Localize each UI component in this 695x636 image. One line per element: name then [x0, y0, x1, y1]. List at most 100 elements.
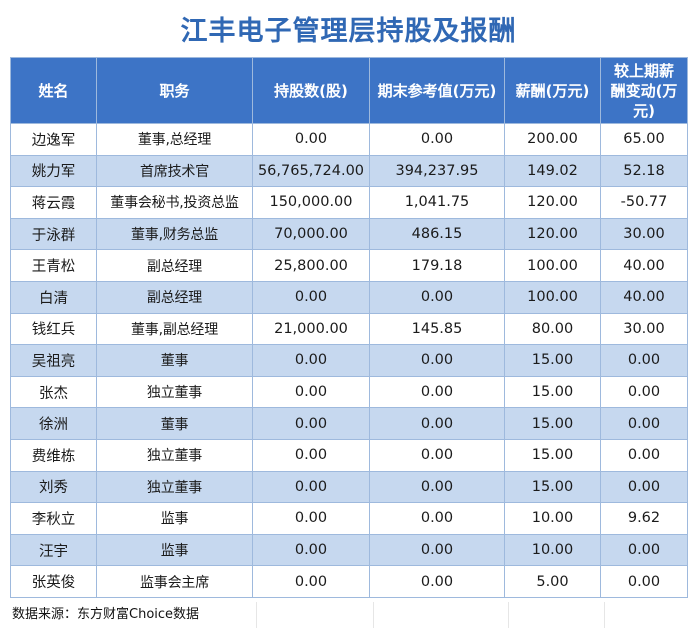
table-row: 于泳群 董事,财务总监 70,000.00 486.15 120.00 30.00 [10, 217, 688, 251]
cell-position: 独立董事 [96, 438, 253, 472]
column-header-position: 职务 [96, 57, 253, 124]
cell-salary-change: 0.00 [600, 438, 688, 472]
cell-position: 监事会主席 [96, 565, 253, 598]
table-row: 钱红兵 董事,副总经理 21,000.00 145.85 80.00 30.00 [10, 312, 688, 346]
footer-row: 数据来源：东方财富Choice数据 [10, 602, 687, 628]
cell-name: 蒋云霞 [10, 186, 97, 219]
table-title: 江丰电子管理层持股及报酬 [180, 16, 517, 47]
cell-salary: 15.00 [504, 344, 601, 377]
cell-end-value: 0.00 [369, 438, 505, 472]
cell-salary-change: 30.00 [600, 217, 688, 251]
cell-position: 董事,财务总监 [96, 217, 253, 251]
table-row: 姚力军 首席技术官 56,765,724.00 394,237.95 149.02 52.… [10, 154, 688, 188]
cell-salary: 15.00 [504, 407, 601, 440]
cell-shares: 0.00 [252, 565, 370, 598]
cell-name: 白清 [10, 280, 97, 314]
table-body: 边逸军 董事,总经理 0.00 0.00 200.00 65.00 姚力军 首席技术官 56,7… [10, 123, 688, 598]
cell-salary: 5.00 [504, 565, 601, 598]
cell-end-value: 0.00 [369, 565, 505, 598]
table-row: 张杰 独立董事 0.00 0.00 15.00 0.00 [10, 375, 688, 409]
cell-salary: 80.00 [504, 312, 601, 346]
cell-end-value: 0.00 [369, 344, 505, 377]
cell-salary: 120.00 [504, 217, 601, 251]
table-row: 汪宇 监事 0.00 0.00 10.00 0.00 [10, 533, 688, 567]
data-source-note: 数据来源：东方财富Choice数据 [12, 607, 200, 622]
cell-shares: 0.00 [252, 344, 370, 377]
cell-shares: 0.00 [252, 280, 370, 314]
cell-salary: 15.00 [504, 438, 601, 472]
cell-salary: 10.00 [504, 533, 601, 567]
cell-name: 张英俊 [10, 565, 97, 598]
cell-end-value: 0.00 [369, 123, 505, 156]
cell-end-value: 0.00 [369, 375, 505, 409]
cell-position: 董事,副总经理 [96, 312, 253, 346]
cell-name: 王青松 [10, 249, 97, 282]
cell-salary-change: 0.00 [600, 470, 688, 504]
table-row: 李秋立 监事 0.00 0.00 10.00 9.62 [10, 502, 688, 535]
cell-salary-change: 0.00 [600, 533, 688, 567]
cell-end-value: 0.00 [369, 502, 505, 535]
cell-salary-change: 9.62 [600, 502, 688, 535]
cell-salary: 10.00 [504, 502, 601, 535]
cell-name: 刘秀 [10, 470, 97, 504]
cell-salary: 100.00 [504, 249, 601, 282]
cell-end-value: 486.15 [369, 217, 505, 251]
cell-shares: 0.00 [252, 123, 370, 156]
cell-salary-change: 0.00 [600, 344, 688, 377]
cell-end-value: 394,237.95 [369, 154, 505, 188]
cell-shares: 0.00 [252, 375, 370, 409]
cell-shares: 70,000.00 [252, 217, 370, 251]
cell-shares: 0.00 [252, 407, 370, 440]
cell-end-value: 0.00 [369, 407, 505, 440]
management-compensation-table: 姓名 职务 持股数(股) 期末参考值(万元) 薪酬(万元) 较上期薪酬变动(万元… [10, 57, 688, 598]
cell-shares: 0.00 [252, 502, 370, 535]
cell-end-value: 1,041.75 [369, 186, 505, 219]
table-row: 刘秀 独立董事 0.00 0.00 15.00 0.00 [10, 470, 688, 504]
cell-shares: 25,800.00 [252, 249, 370, 282]
cell-salary: 120.00 [504, 186, 601, 219]
cell-name: 徐洲 [10, 407, 97, 440]
header-row: 姓名 职务 持股数(股) 期末参考值(万元) 薪酬(万元) 较上期薪酬变动(万元… [10, 57, 688, 124]
cell-salary: 100.00 [504, 280, 601, 314]
cell-name: 李秋立 [10, 502, 97, 535]
cell-salary-change: -50.77 [600, 186, 688, 219]
cell-position: 董事会秘书,投资总监 [96, 186, 253, 219]
cell-salary-change: 30.00 [600, 312, 688, 346]
cell-position: 监事 [96, 533, 253, 567]
cell-salary-change: 52.18 [600, 154, 688, 188]
table-row: 王青松 副总经理 25,800.00 179.18 100.00 40.00 [10, 249, 688, 282]
cell-shares: 21,000.00 [252, 312, 370, 346]
cell-salary: 15.00 [504, 375, 601, 409]
column-header-salary-change: 较上期薪酬变动(万元) [600, 57, 688, 124]
cell-salary-change: 40.00 [600, 280, 688, 314]
table-row: 徐洲 董事 0.00 0.00 15.00 0.00 [10, 407, 688, 440]
cell-name: 汪宇 [10, 533, 97, 567]
table-row: 费维栋 独立董事 0.00 0.00 15.00 0.00 [10, 438, 688, 472]
cell-name: 钱红兵 [10, 312, 97, 346]
cell-name: 张杰 [10, 375, 97, 409]
column-header-name: 姓名 [10, 57, 97, 124]
cell-shares: 0.00 [252, 438, 370, 472]
cell-position: 副总经理 [96, 249, 253, 282]
cell-position: 独立董事 [96, 470, 253, 504]
cell-position: 副总经理 [96, 280, 253, 314]
cell-name: 边逸军 [10, 123, 97, 156]
empty-cell [372, 602, 508, 628]
cell-end-value: 0.00 [369, 533, 505, 567]
cell-salary: 200.00 [504, 123, 601, 156]
cell-salary-change: 65.00 [600, 123, 688, 156]
cell-salary-change: 0.00 [600, 407, 688, 440]
cell-salary-change: 0.00 [600, 375, 688, 409]
cell-position: 监事 [96, 502, 253, 535]
cell-shares: 56,765,724.00 [252, 154, 370, 188]
cell-name: 于泳群 [10, 217, 97, 251]
empty-cell [603, 602, 687, 628]
empty-cell [255, 602, 373, 628]
table-row: 吴祖亮 董事 0.00 0.00 15.00 0.00 [10, 344, 688, 377]
cell-shares: 0.00 [252, 470, 370, 504]
cell-end-value: 145.85 [369, 312, 505, 346]
cell-position: 首席技术官 [96, 154, 253, 188]
cell-name: 费维栋 [10, 438, 97, 472]
column-header-salary: 薪酬(万元) [504, 57, 601, 124]
cell-salary: 149.02 [504, 154, 601, 188]
